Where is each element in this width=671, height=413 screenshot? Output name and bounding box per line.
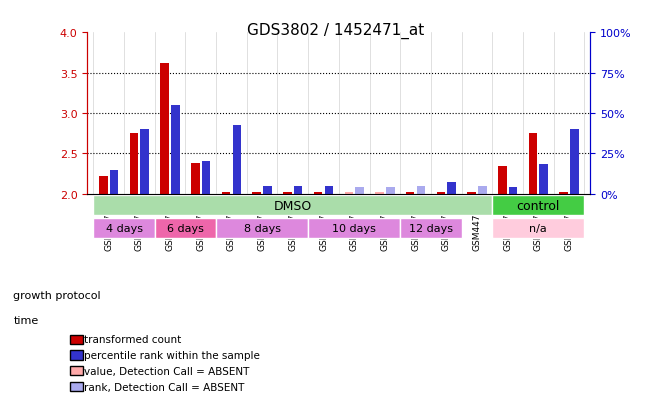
Text: time: time [13, 315, 39, 325]
Text: 10 days: 10 days [332, 223, 376, 233]
Bar [406, 193, 415, 195]
Text: control: control [517, 199, 560, 212]
Text: 8 days: 8 days [244, 223, 280, 233]
Bar [355, 188, 364, 195]
FancyBboxPatch shape [308, 218, 400, 238]
Text: 6 days: 6 days [167, 223, 204, 233]
Bar [375, 193, 384, 195]
Text: percentile rank within the sample: percentile rank within the sample [84, 350, 260, 360]
Bar [386, 188, 395, 195]
Bar [283, 193, 292, 195]
Bar [252, 193, 261, 195]
Bar [539, 164, 548, 195]
Bar [202, 162, 211, 195]
Bar [437, 193, 445, 195]
Text: n/a: n/a [529, 223, 547, 233]
Text: transformed count: transformed count [84, 335, 181, 344]
Bar [325, 186, 333, 195]
Bar [99, 177, 107, 195]
Bar [570, 130, 578, 195]
Bar [140, 130, 149, 195]
Text: GDS3802 / 1452471_at: GDS3802 / 1452471_at [247, 23, 424, 39]
FancyBboxPatch shape [216, 218, 308, 238]
Bar [417, 186, 425, 195]
Bar [222, 193, 230, 195]
Bar [263, 186, 272, 195]
Text: growth protocol: growth protocol [13, 290, 101, 300]
Bar [529, 134, 537, 195]
FancyBboxPatch shape [93, 218, 155, 238]
Text: rank, Detection Call = ABSENT: rank, Detection Call = ABSENT [84, 382, 244, 392]
Bar [498, 166, 507, 195]
Text: value, Detection Call = ABSENT: value, Detection Call = ABSENT [84, 366, 249, 376]
Bar [560, 193, 568, 195]
Bar [191, 164, 200, 195]
Text: DMSO: DMSO [274, 199, 312, 212]
Bar [130, 134, 138, 195]
Bar [233, 126, 241, 195]
FancyBboxPatch shape [493, 218, 584, 238]
FancyBboxPatch shape [400, 218, 462, 238]
Text: 4 days: 4 days [105, 223, 142, 233]
Bar [509, 188, 517, 195]
FancyBboxPatch shape [493, 195, 584, 216]
Bar [314, 193, 323, 195]
Bar [448, 182, 456, 195]
Bar [171, 106, 180, 195]
Bar [294, 186, 303, 195]
FancyBboxPatch shape [93, 195, 493, 216]
FancyBboxPatch shape [155, 218, 216, 238]
Bar [467, 193, 476, 195]
Bar [344, 193, 353, 195]
Bar [478, 186, 486, 195]
Bar [110, 170, 118, 195]
Bar [160, 64, 169, 195]
Text: 12 days: 12 days [409, 223, 453, 233]
